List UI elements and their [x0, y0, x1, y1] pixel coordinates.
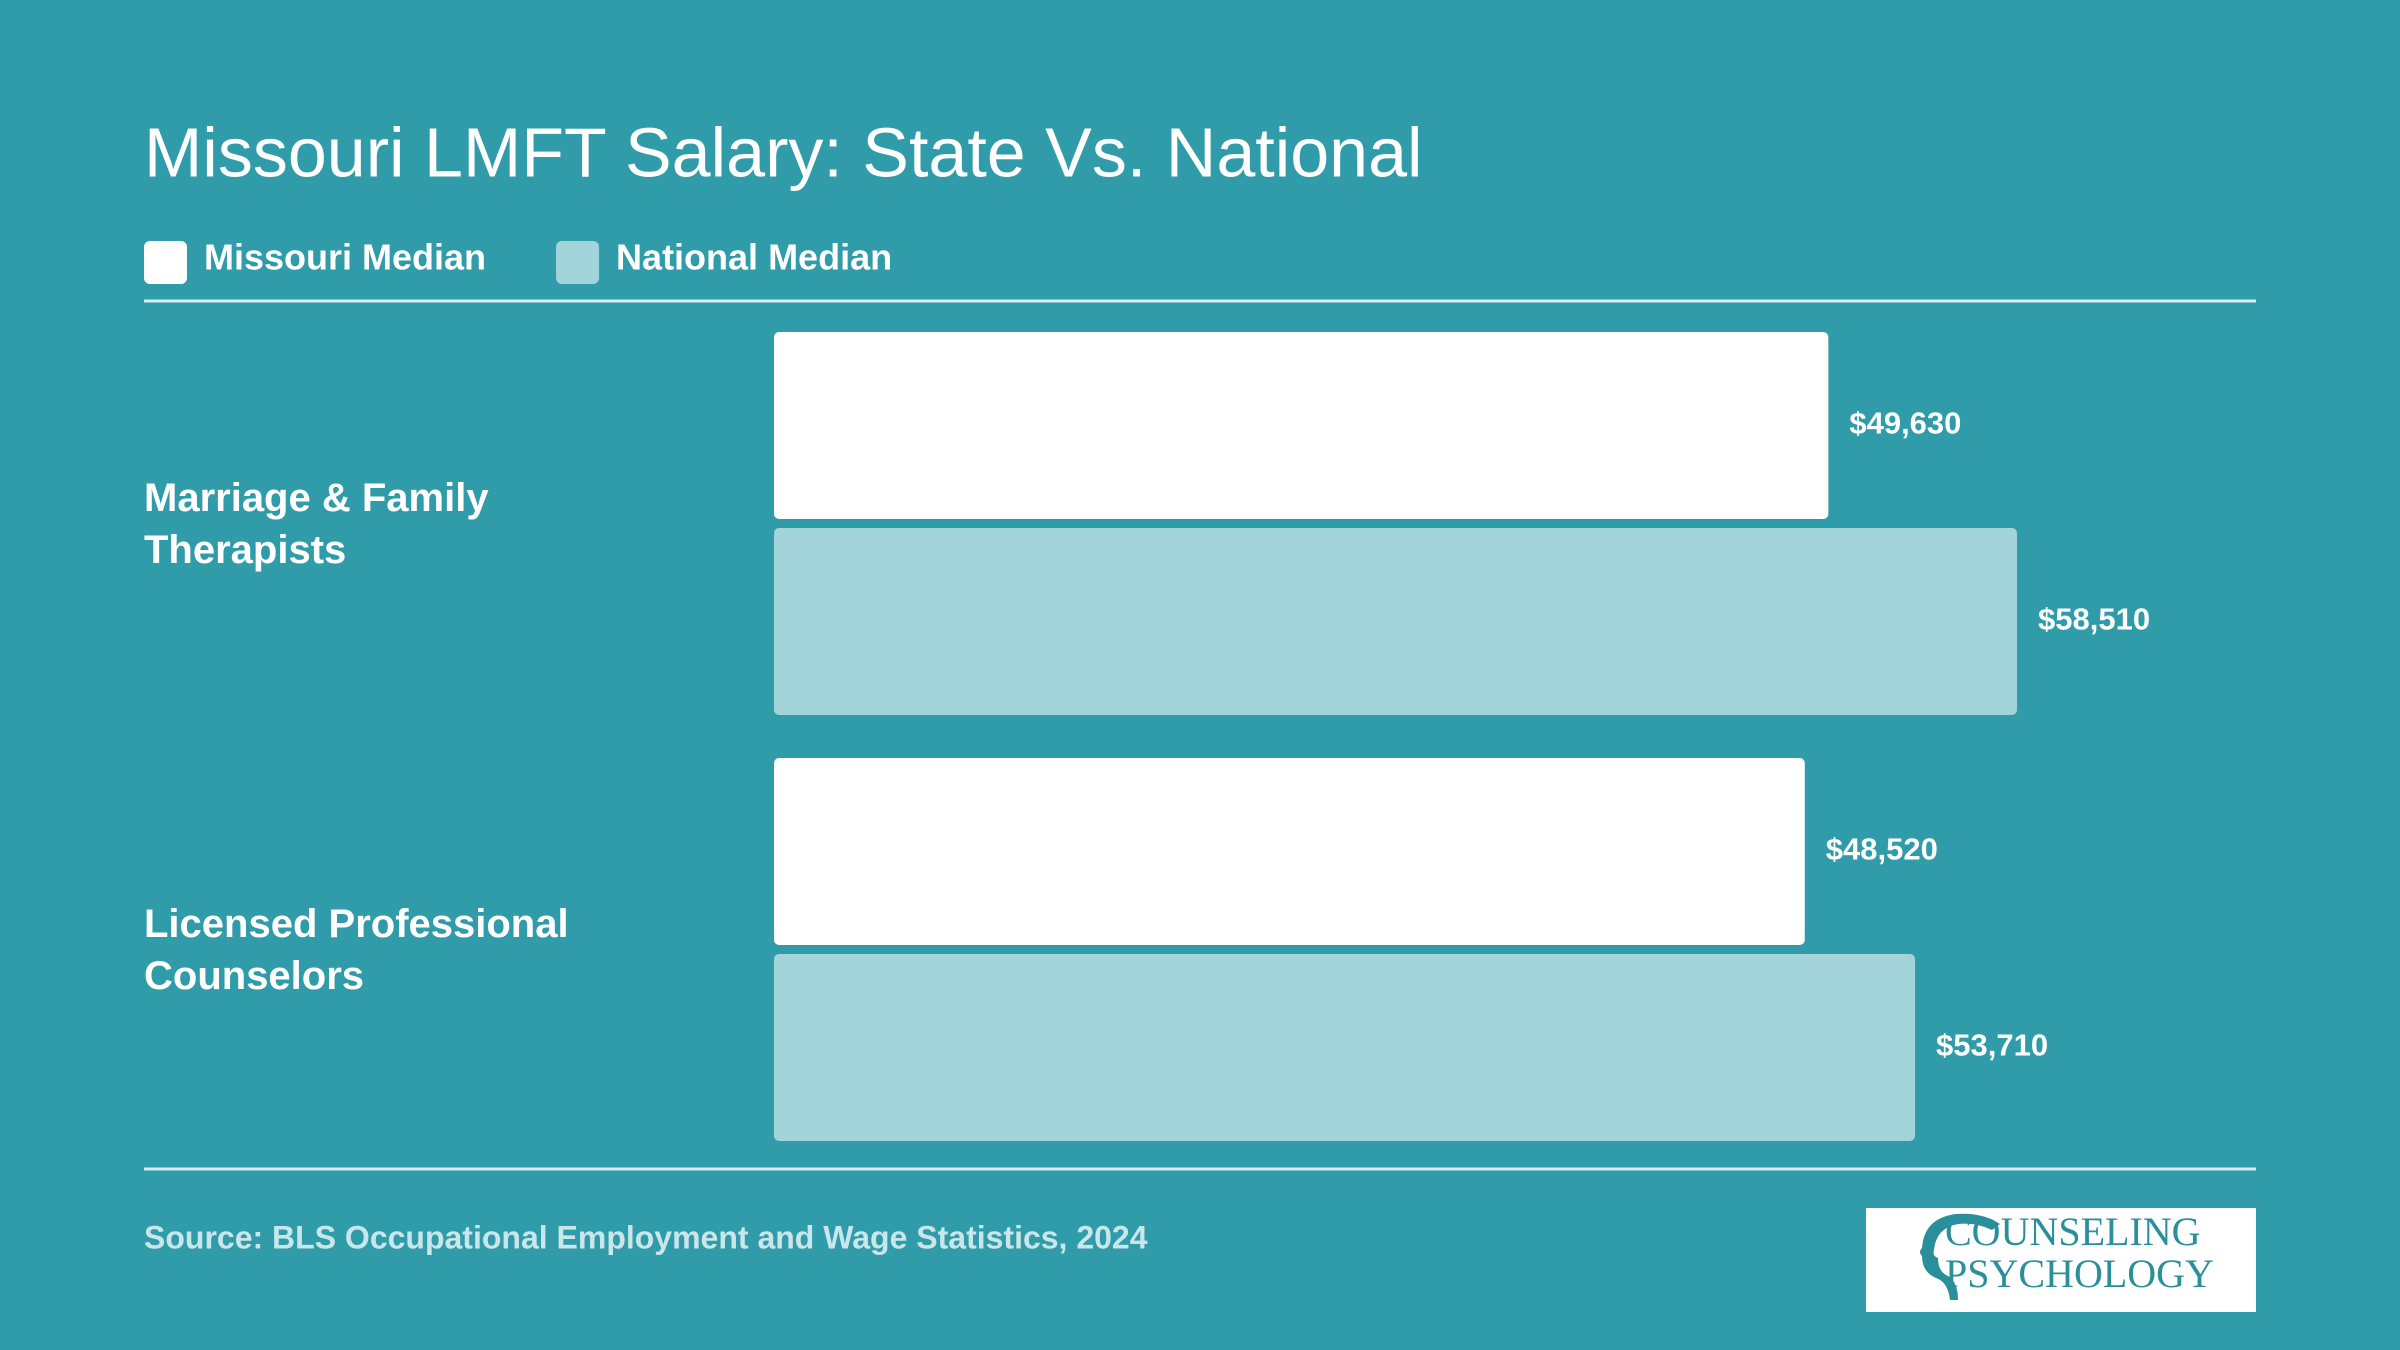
chart-title: Missouri LMFT Salary: State Vs. National: [144, 113, 1423, 191]
category-label: Licensed Professional Counselors: [144, 901, 569, 998]
bar: [774, 332, 1829, 519]
category-label: Marriage & Family Therapists: [144, 475, 489, 572]
legend-swatch: [144, 241, 187, 284]
legend-swatch: [556, 241, 600, 284]
legend-label: Missouri Median: [204, 237, 486, 278]
legend-label: National Median: [616, 237, 892, 278]
value-label: $53,710: [1936, 1028, 2048, 1063]
logo-text: COUNSELING: [1945, 1209, 2201, 1254]
bar: [774, 954, 1916, 1141]
logo-text: PSYCHOLOGY: [1945, 1251, 2214, 1296]
value-label: $48,520: [1826, 832, 1938, 867]
bar: [774, 528, 2017, 715]
source: Source: BLS Occupational Employment and …: [144, 1219, 1148, 1255]
value-label: $58,510: [2038, 602, 2150, 637]
bar: [774, 758, 1805, 945]
logo: COUNSELING PSYCHOLOGY: [1866, 1208, 2256, 1312]
logo-icon: [1920, 1213, 2000, 1300]
value-label: $49,630: [1849, 406, 1961, 441]
